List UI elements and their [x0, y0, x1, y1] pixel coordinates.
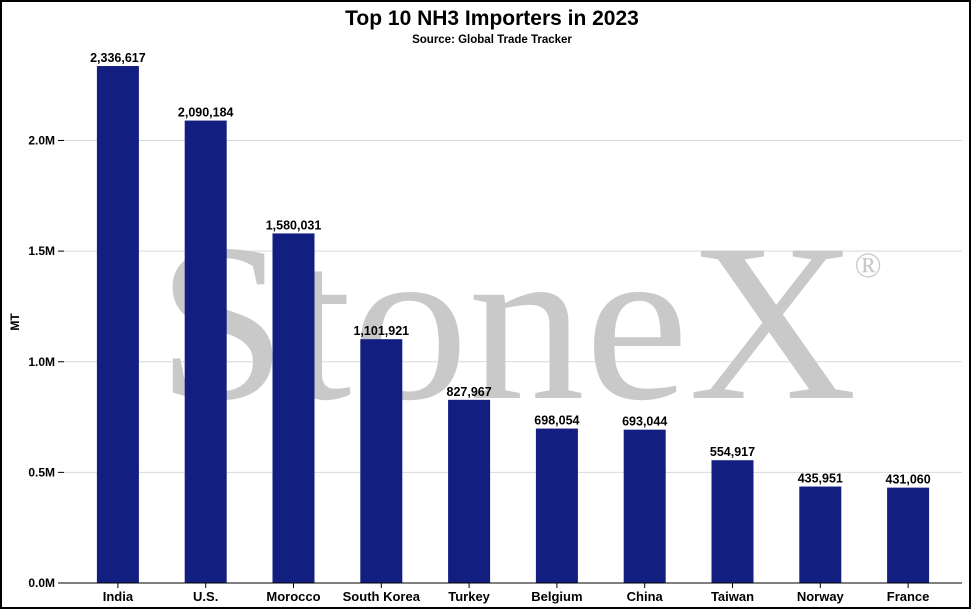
y-tick-label: 0.0M: [28, 576, 55, 590]
bar: [799, 486, 842, 583]
x-tick-label: Taiwan: [711, 589, 754, 604]
chart-subtitle: Source: Global Trade Tracker: [412, 34, 572, 46]
watermark-text: StoneX: [157, 197, 857, 447]
y-axis-label: MT: [8, 313, 22, 331]
x-tick-labels: India U.S. Morocco South Korea Turkey Belgium…: [103, 583, 930, 604]
data-label: 827,967: [447, 385, 492, 399]
data-label: 693,044: [622, 415, 667, 429]
x-tick-label: Norway: [797, 589, 845, 604]
data-label: 1,101,921: [353, 324, 409, 338]
bar: [887, 487, 930, 583]
data-label: 431,060: [886, 473, 931, 487]
data-labels: 2,336,617 2,090,184 1,580,031 1,101,921 827,…: [90, 51, 931, 487]
bar: [711, 460, 754, 583]
data-label: 435,951: [798, 472, 843, 486]
data-label: 2,336,617: [90, 51, 146, 65]
x-tick-label: Belgium: [531, 589, 582, 604]
y-tick-label: 0.5M: [28, 465, 55, 479]
y-tick-label: 1.5M: [28, 244, 55, 258]
bar: [272, 233, 315, 583]
x-tick-label: China: [627, 589, 664, 604]
bars: [96, 66, 930, 584]
x-tick-label: France: [887, 589, 930, 604]
y-tick-label: 1.0M: [28, 355, 55, 369]
bar: [96, 66, 139, 583]
data-label: 554,917: [710, 445, 755, 459]
bar: [535, 428, 578, 583]
watermark: StoneX ®: [157, 197, 882, 447]
x-tick-label: South Korea: [343, 589, 421, 604]
bar: [184, 120, 227, 584]
x-tick-label: India: [103, 589, 134, 604]
data-label: 698,054: [534, 414, 579, 428]
bar: [360, 339, 403, 583]
x-tick-label: Morocco: [266, 589, 320, 604]
data-label: 1,580,031: [266, 218, 322, 232]
y-tick-labels: 0.0M 0.5M 1.0M 1.5M 2.0M: [28, 134, 64, 590]
x-tick-label: U.S.: [193, 589, 218, 604]
bar: [448, 399, 491, 583]
data-label: 2,090,184: [178, 106, 234, 120]
chart-title: Top 10 NH3 Importers in 2023: [345, 7, 639, 30]
bar: [623, 429, 666, 583]
registered-mark: ®: [854, 245, 881, 285]
x-tick-label: Turkey: [448, 589, 490, 604]
y-tick-label: 2.0M: [28, 134, 55, 148]
